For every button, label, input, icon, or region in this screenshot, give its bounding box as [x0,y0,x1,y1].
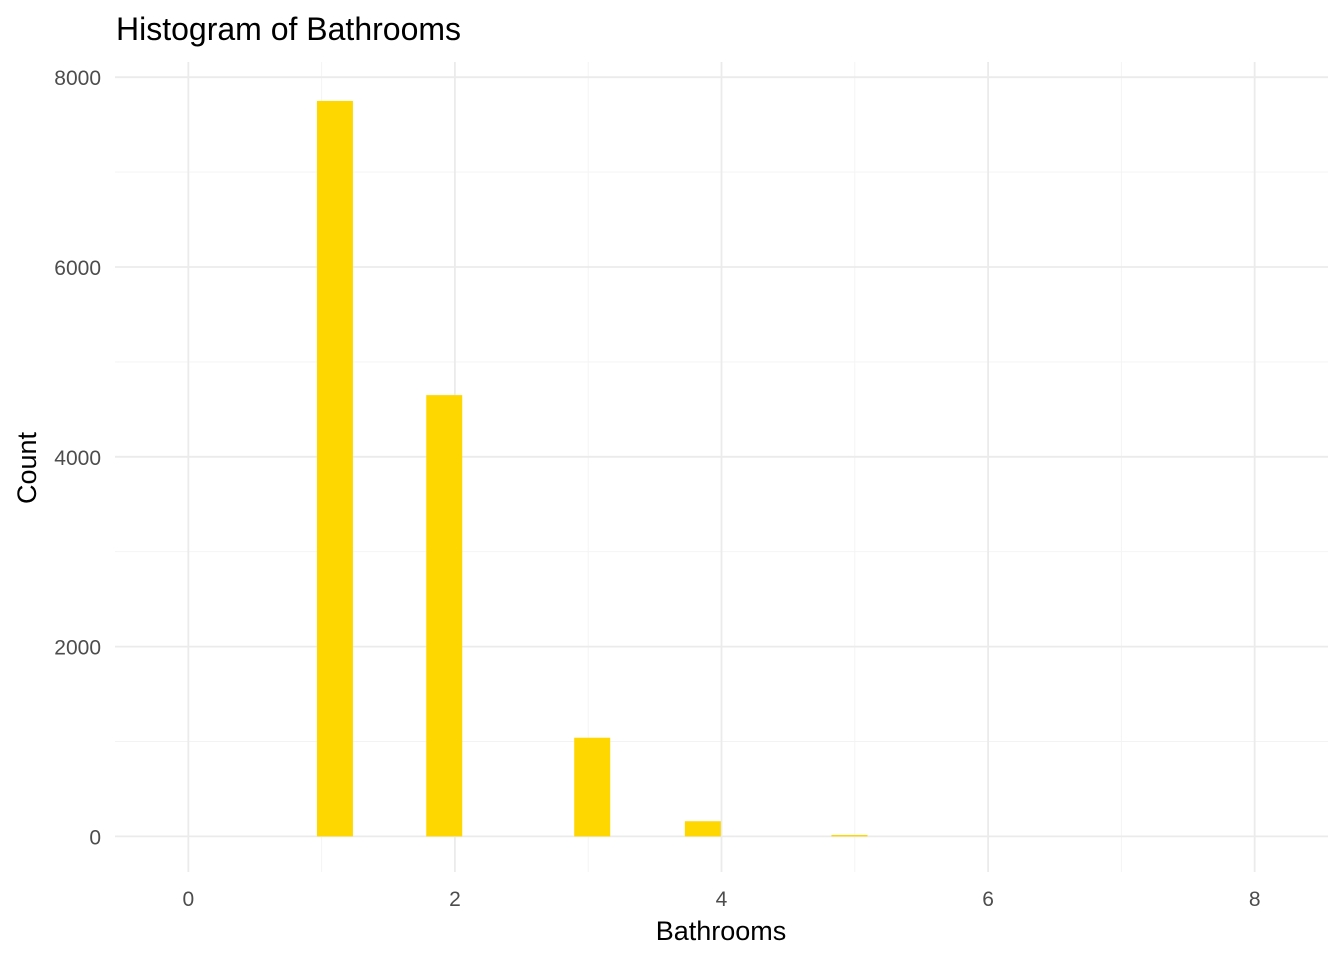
histogram-bar [684,821,721,837]
x-axis-title: Bathrooms [656,916,787,946]
x-tick-label: 2 [449,888,461,911]
major-grid [115,62,1328,872]
histogram-bar [831,834,868,837]
y-tick-label: 6000 [54,257,101,280]
y-tick-label: 8000 [54,67,101,90]
x-tick-label: 0 [182,888,194,911]
chart-title: Histogram of Bathrooms [116,11,461,47]
y-tick-label: 4000 [54,447,101,470]
y-axis-tick-labels: 0 2000 4000 6000 8000 [54,67,101,849]
y-tick-label: 0 [89,826,101,849]
y-tick-label: 2000 [54,637,101,660]
x-axis-tick-labels: 0 2 4 6 8 [182,888,1260,911]
x-tick-label: 8 [1249,888,1261,911]
histogram-bars [316,100,868,837]
x-tick-label: 4 [716,888,728,911]
x-tick-label: 6 [982,888,994,911]
histogram-bar [574,737,611,837]
y-axis-title: Count [12,431,42,504]
histogram-bar [426,395,463,837]
histogram-bar [316,100,353,837]
